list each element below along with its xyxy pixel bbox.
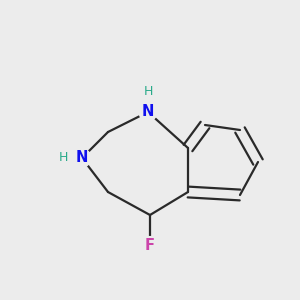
Text: H: H bbox=[59, 152, 68, 164]
Text: N: N bbox=[76, 151, 88, 166]
Circle shape bbox=[139, 103, 157, 121]
Circle shape bbox=[142, 237, 158, 254]
Text: H: H bbox=[143, 85, 153, 98]
Text: N: N bbox=[142, 104, 154, 119]
Circle shape bbox=[73, 149, 91, 167]
Text: F: F bbox=[145, 238, 155, 253]
